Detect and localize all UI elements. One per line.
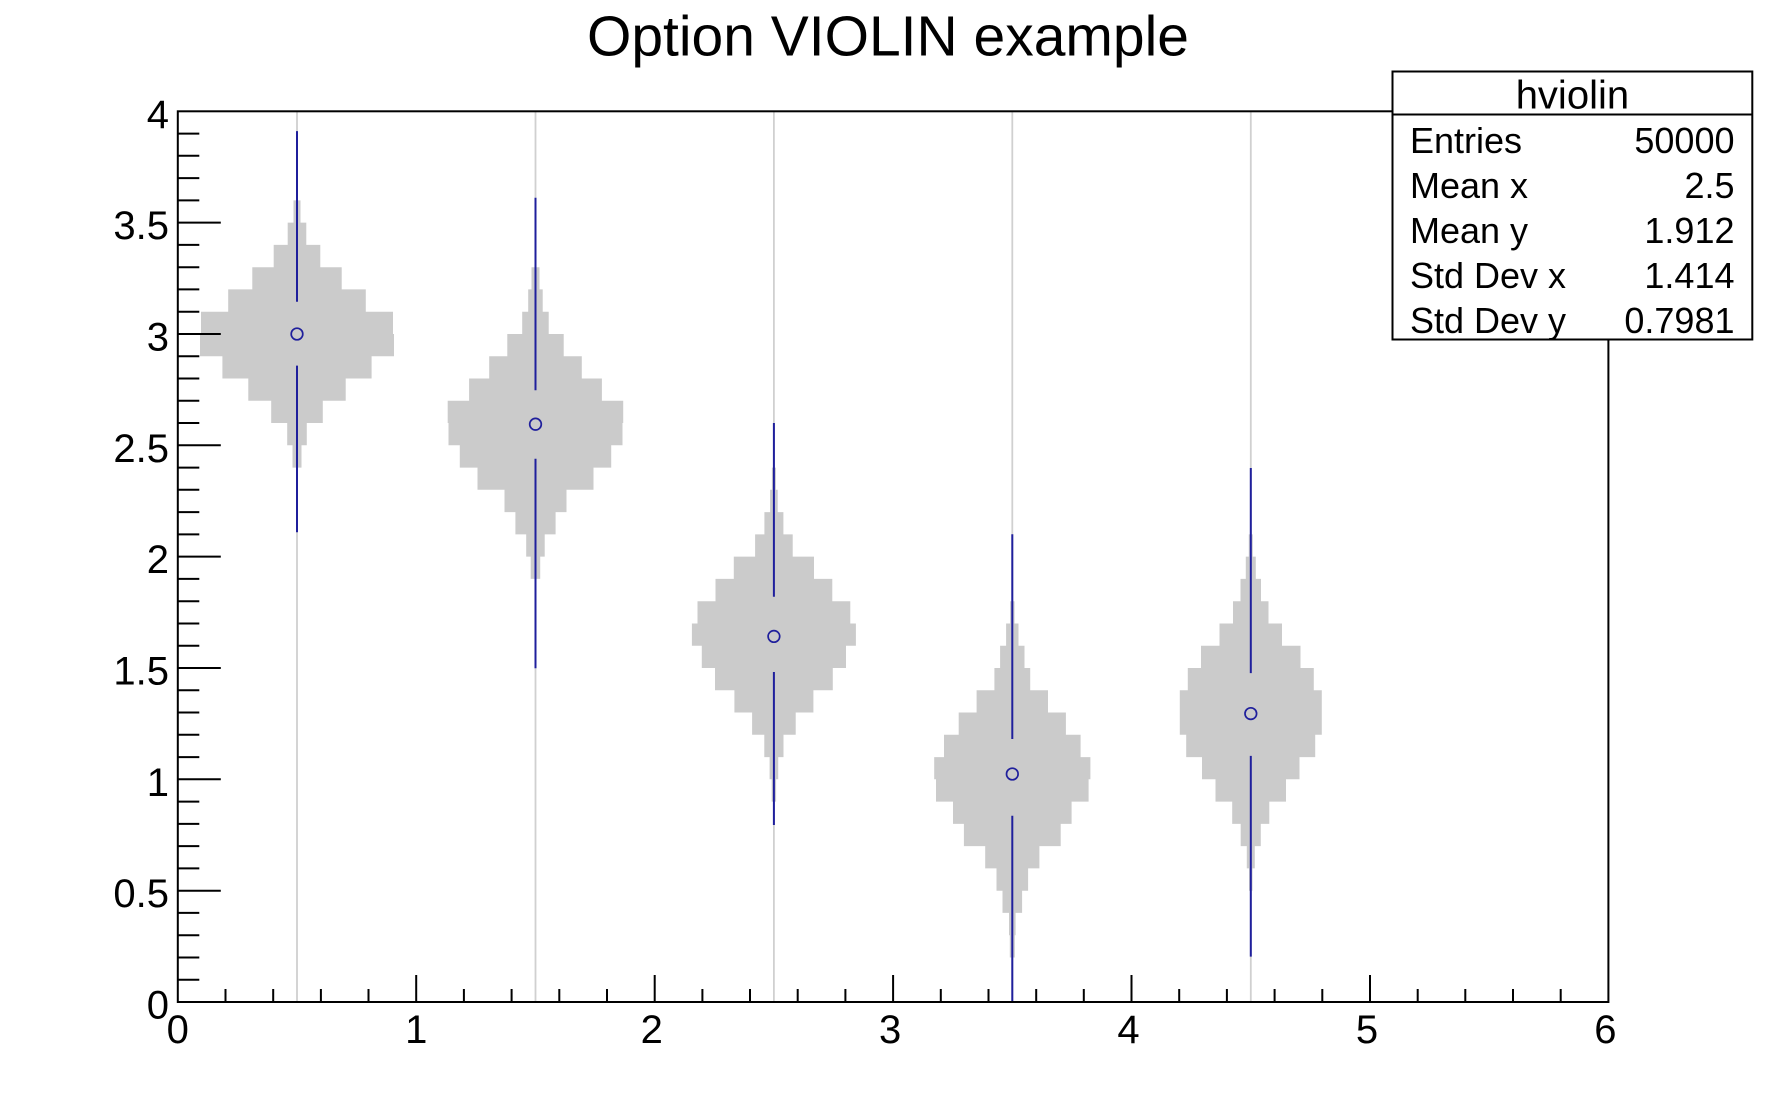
svg-text:Entries: Entries [1410, 120, 1522, 161]
svg-text:6: 6 [1594, 1008, 1616, 1052]
svg-text:Mean x: Mean x [1410, 165, 1528, 206]
svg-text:3: 3 [147, 316, 169, 360]
svg-text:Std Dev y: Std Dev y [1410, 300, 1566, 341]
svg-text:0: 0 [147, 984, 169, 1028]
svg-text:0: 0 [167, 1008, 189, 1052]
svg-text:4: 4 [1117, 1008, 1139, 1052]
svg-text:2.5: 2.5 [1684, 165, 1734, 206]
svg-text:1: 1 [147, 761, 169, 805]
svg-text:4: 4 [147, 93, 169, 137]
svg-text:Option VIOLIN example: Option VIOLIN example [587, 5, 1189, 69]
svg-text:1.414: 1.414 [1644, 255, 1734, 296]
svg-text:Std Dev x: Std Dev x [1410, 255, 1566, 296]
svg-text:Mean y: Mean y [1410, 210, 1528, 251]
svg-text:1.912: 1.912 [1644, 210, 1734, 251]
svg-text:1.5: 1.5 [113, 650, 169, 694]
svg-text:2.5: 2.5 [113, 427, 169, 471]
svg-text:3.5: 3.5 [113, 204, 169, 248]
svg-text:hviolin: hviolin [1516, 74, 1629, 118]
svg-text:3: 3 [879, 1008, 901, 1052]
svg-text:5: 5 [1356, 1008, 1378, 1052]
svg-text:1: 1 [405, 1008, 427, 1052]
svg-text:2: 2 [147, 538, 169, 582]
svg-text:50000: 50000 [1634, 120, 1734, 161]
svg-text:2: 2 [641, 1008, 663, 1052]
svg-text:0.5: 0.5 [113, 872, 169, 916]
svg-text:0.7981: 0.7981 [1624, 300, 1734, 341]
